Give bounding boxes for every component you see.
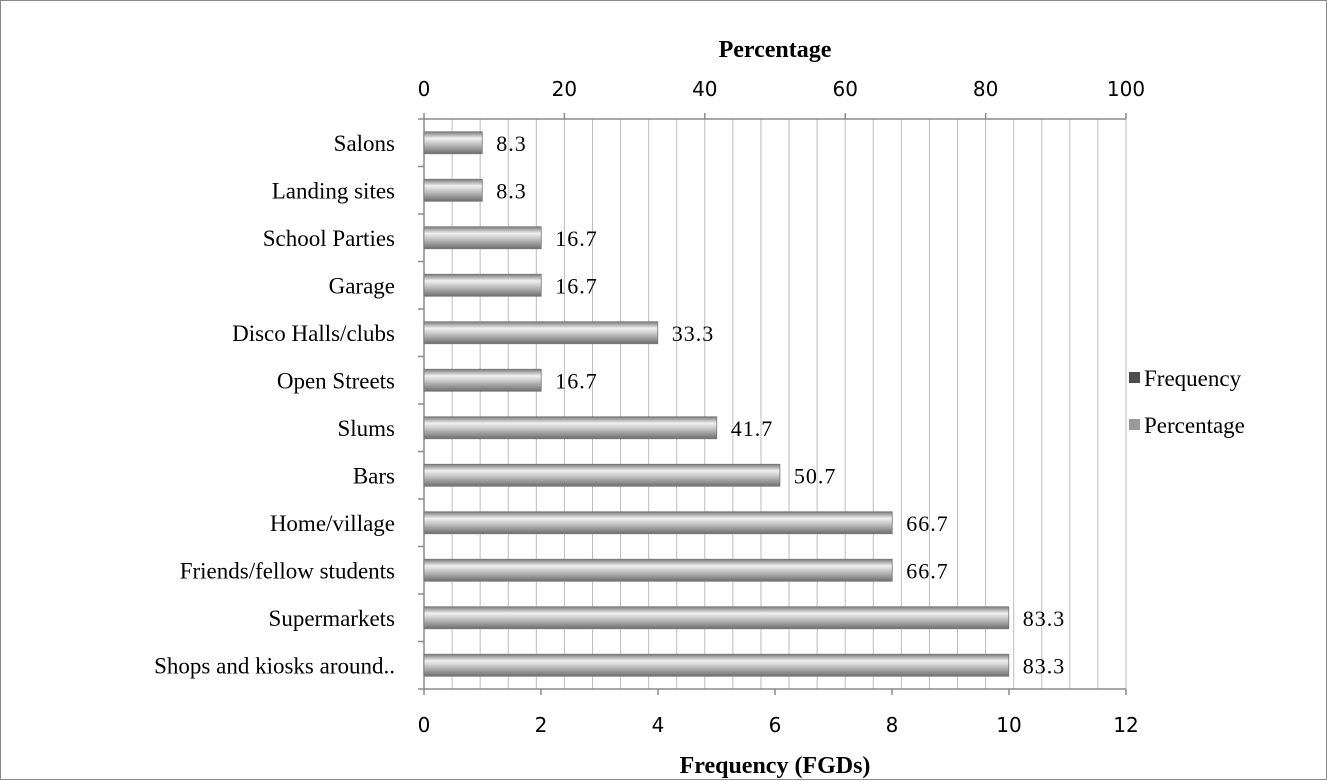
bottom-axis-tick-label: 4 xyxy=(652,713,665,737)
top-axis-tick-label: 20 xyxy=(552,77,577,101)
axes: 0 20 40 60 80 100 0 2 4 6 8 10 12 Salons Landing sites… xyxy=(154,77,1145,737)
category-label: Supermarkets xyxy=(269,606,396,631)
gridlines xyxy=(451,119,1127,689)
top-axis-tick-label: 0 xyxy=(418,77,431,101)
bottom-axis-title: Frequency (FGDs) xyxy=(680,753,871,779)
bottom-axis-tick-label: 12 xyxy=(1113,713,1138,737)
bottom-axis-tick-label: 2 xyxy=(535,713,548,737)
legend-swatch-percentage xyxy=(1129,419,1140,430)
bars xyxy=(423,131,1010,677)
top-axis-tick-label: 80 xyxy=(973,77,998,101)
bottom-axis-tick-label: 0 xyxy=(418,713,431,737)
category-label: Disco Halls/clubs xyxy=(232,321,395,346)
category-label: Open Streets xyxy=(277,368,395,393)
bottom-axis-tick-label: 8 xyxy=(886,713,899,737)
bar-percentage xyxy=(423,368,542,392)
data-labels: 8.3 8.3 16.7 16.7 33.3 16.7 41.7 50.7 66.7 66.7 83… xyxy=(496,131,1066,679)
legend-swatch-frequency xyxy=(1129,372,1140,383)
category-label: Home/village xyxy=(270,511,395,536)
bottom-axis-tick-label: 10 xyxy=(996,713,1021,737)
data-label: 16.7 xyxy=(555,226,598,251)
category-label: School Parties xyxy=(263,226,395,251)
bar-percentage xyxy=(423,416,718,440)
data-label: 8.3 xyxy=(496,131,527,156)
data-label: 83.3 xyxy=(1023,606,1066,631)
legend: Frequency Percentage xyxy=(1129,366,1245,438)
data-label: 83.3 xyxy=(1023,653,1066,678)
bottom-axis-tick-label: 6 xyxy=(769,713,782,737)
data-label: 66.7 xyxy=(906,558,949,583)
top-axis-tick-label: 100 xyxy=(1107,77,1145,101)
bar-percentage xyxy=(423,511,893,535)
category-label: Friends/fellow students xyxy=(180,558,395,583)
legend-label-percentage: Percentage xyxy=(1144,413,1245,438)
category-label: Slums xyxy=(337,416,395,441)
top-axis-title: Percentage xyxy=(719,37,832,63)
data-label: 16.7 xyxy=(555,368,598,393)
data-label: 50.7 xyxy=(794,463,837,488)
bar-percentage xyxy=(423,131,483,155)
data-label: 41.7 xyxy=(731,416,774,441)
data-label: 8.3 xyxy=(496,178,527,203)
bar-percentage xyxy=(423,463,781,487)
data-label: 66.7 xyxy=(906,511,949,536)
legend-label-frequency: Frequency xyxy=(1144,366,1242,391)
category-label: Shops and kiosks around.. xyxy=(154,653,395,678)
category-label: Garage xyxy=(329,273,395,298)
category-label: Salons xyxy=(334,131,395,156)
bar-percentage xyxy=(423,653,1010,677)
category-label: Bars xyxy=(353,463,395,488)
category-label: Landing sites xyxy=(272,178,395,203)
top-axis-tick-label: 40 xyxy=(692,77,717,101)
bar-percentage xyxy=(423,178,483,202)
data-label: 16.7 xyxy=(555,273,598,298)
bar-percentage xyxy=(423,558,893,582)
bar-percentage xyxy=(423,321,659,345)
bar-percentage xyxy=(423,273,542,297)
bar-percentage xyxy=(423,606,1010,630)
data-label: 33.3 xyxy=(672,321,715,346)
top-axis-tick-label: 60 xyxy=(832,77,857,101)
bar-percentage xyxy=(423,226,542,250)
